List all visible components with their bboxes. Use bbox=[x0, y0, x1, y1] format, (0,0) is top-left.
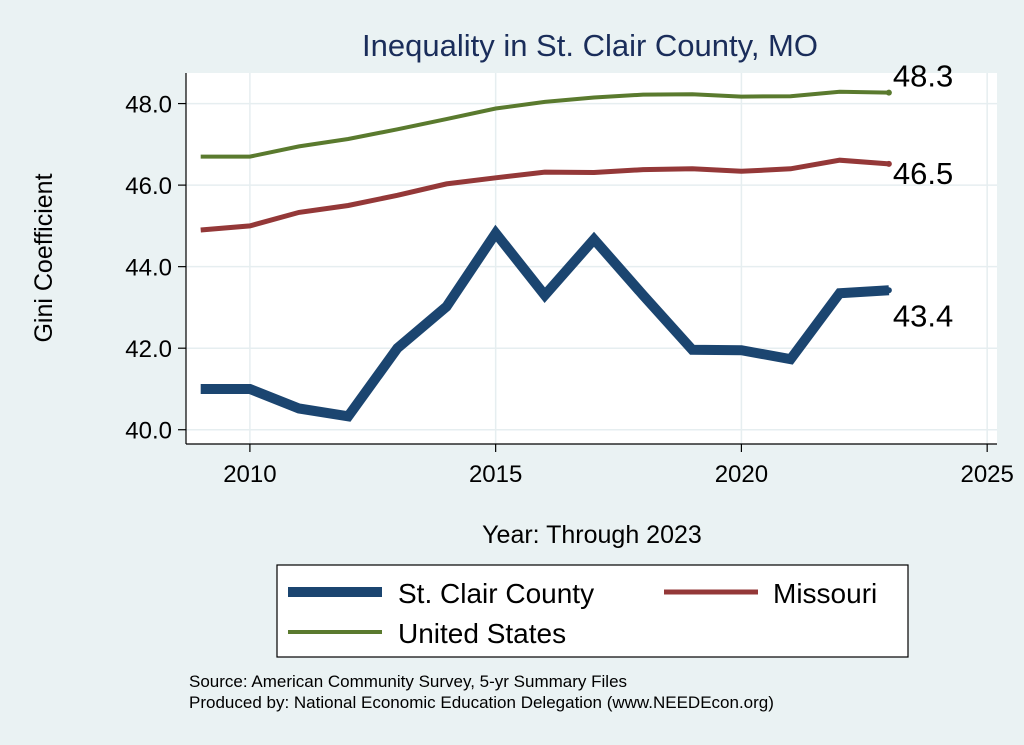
legend-box bbox=[276, 564, 909, 658]
series-line-missouri bbox=[200, 157, 890, 233]
legend-label-united-states: United States bbox=[398, 618, 566, 649]
series-line-united-states bbox=[200, 89, 889, 159]
end-label-united-states: 48.3 bbox=[893, 59, 953, 94]
series-end-point-missouri bbox=[885, 160, 892, 167]
x-axis-label: Year: Through 2023 bbox=[482, 521, 702, 549]
legend-label-st-clair-county: St. Clair County bbox=[398, 578, 594, 609]
axis-ticks: 40.0 42.0 44.0 46.0 48.0 2010 2015 2020 2025 bbox=[125, 92, 1014, 488]
legend-label-missouri: Missouri bbox=[773, 578, 877, 609]
source-note: Source: American Community Survey, 5-yr … bbox=[189, 672, 627, 691]
series-end-point-st-clair-county bbox=[885, 287, 892, 294]
produced-by-note: Produced by: National Economic Education… bbox=[189, 693, 774, 712]
y-tick-label: 40.0 bbox=[125, 418, 172, 445]
gridlines bbox=[186, 73, 997, 444]
x-tick-label: 2015 bbox=[469, 461, 522, 488]
series-end-point-united-states bbox=[885, 89, 892, 96]
x-tick-label: 2010 bbox=[223, 461, 276, 488]
series-line-st-clair-county bbox=[200, 224, 890, 422]
y-axis-label: Gini Coefficient bbox=[30, 173, 58, 342]
y-tick-label: 42.0 bbox=[125, 336, 172, 363]
end-label-missouri: 46.5 bbox=[893, 156, 953, 191]
legend: St. Clair County Missouri United States bbox=[276, 564, 909, 658]
chart-title: Inequality in St. Clair County, MO bbox=[362, 28, 818, 63]
end-label-st-clair-county: 43.4 bbox=[893, 298, 953, 333]
x-tick-label: 2020 bbox=[715, 461, 768, 488]
y-tick-label: 46.0 bbox=[125, 173, 172, 200]
plot-area bbox=[186, 73, 997, 444]
y-tick-label: 44.0 bbox=[125, 255, 172, 282]
x-tick-label: 2025 bbox=[960, 461, 1013, 488]
end-labels: 43.4 46.5 48.3 bbox=[893, 59, 953, 334]
y-tick-label: 48.0 bbox=[125, 92, 172, 119]
series-lines bbox=[200, 89, 892, 422]
